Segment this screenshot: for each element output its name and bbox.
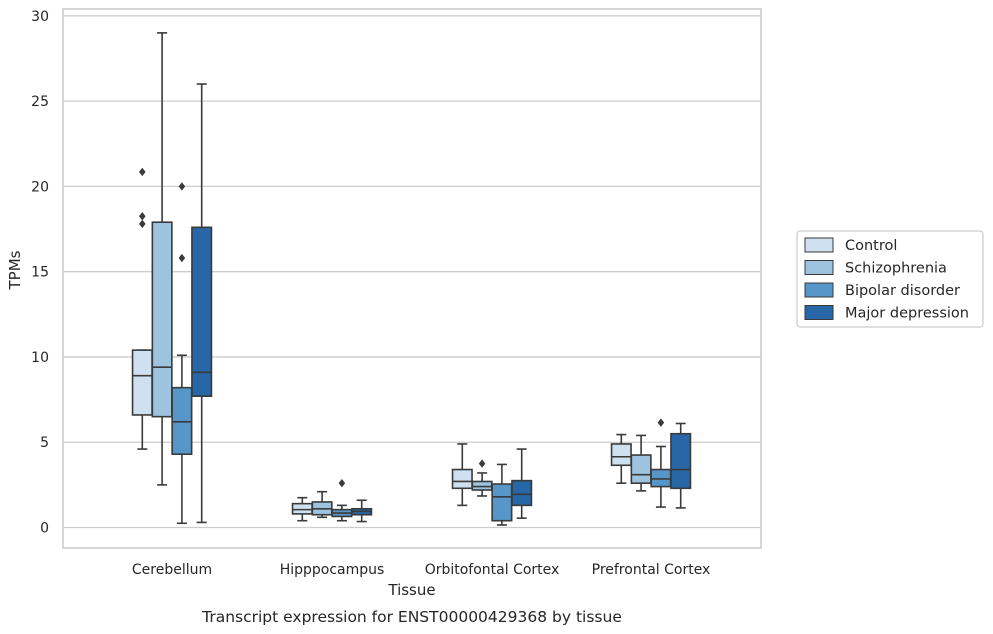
y-tick-labels: 0 5 10 15 20 25 30 bbox=[31, 9, 49, 537]
chart-caption: Transcript expression for ENST0000042936… bbox=[201, 608, 622, 626]
legend-item: Major depression bbox=[804, 305, 969, 322]
x-tick-labels: Cerebellum Hipppocampus Orbitofontal Corte… bbox=[132, 562, 710, 578]
box-element bbox=[471, 459, 493, 497]
box-body bbox=[471, 480, 493, 491]
outlier-point bbox=[478, 459, 486, 468]
box-element bbox=[610, 433, 632, 484]
box-element bbox=[151, 32, 173, 486]
legend-item: Bipolar disorder bbox=[804, 282, 960, 299]
y-tick-label: 25 bbox=[31, 94, 49, 110]
x-tick-label: Orbitofontal Cortex bbox=[425, 562, 560, 578]
legend-swatch bbox=[804, 237, 834, 253]
box-element bbox=[191, 83, 213, 524]
box-element bbox=[650, 418, 672, 508]
outlier-point bbox=[338, 478, 346, 488]
box-element bbox=[491, 463, 513, 526]
x-tick-label: Cerebellum bbox=[132, 562, 212, 578]
box-element bbox=[291, 496, 313, 522]
outlier-point bbox=[139, 167, 146, 177]
legend-label: Schizophrenia bbox=[845, 261, 947, 277]
box-body bbox=[670, 432, 692, 490]
y-tick-label: 30 bbox=[31, 9, 49, 25]
box-body bbox=[151, 221, 173, 418]
box-element bbox=[131, 349, 153, 450]
legend-swatch bbox=[804, 282, 834, 298]
box-body bbox=[131, 349, 153, 416]
legend-label: Major depression bbox=[845, 306, 969, 322]
outlier-point bbox=[178, 182, 186, 191]
legend-item: Control bbox=[804, 237, 897, 254]
box-element bbox=[630, 434, 652, 492]
outlier-point bbox=[139, 212, 146, 221]
box-body bbox=[191, 226, 213, 397]
outlier-point bbox=[178, 253, 186, 263]
box-body bbox=[630, 454, 652, 484]
plot-frame bbox=[62, 8, 762, 549]
y-tick-label: 5 bbox=[40, 435, 49, 451]
box-body bbox=[650, 468, 672, 488]
box-body bbox=[511, 479, 533, 507]
box-element bbox=[670, 422, 692, 509]
box-element bbox=[511, 448, 533, 519]
box-element bbox=[311, 490, 333, 519]
box-body bbox=[291, 502, 313, 515]
legend-swatch bbox=[804, 260, 834, 275]
box-body bbox=[491, 483, 513, 522]
y-tick-label: 0 bbox=[40, 521, 49, 537]
outlier-group bbox=[139, 167, 146, 229]
box-body bbox=[610, 443, 632, 467]
y-axis-label: TPMs bbox=[6, 250, 24, 290]
box-element bbox=[351, 499, 373, 523]
y-tick-label: 15 bbox=[31, 265, 49, 281]
legend: Control Schizophrenia Bipolar disorder Majo… bbox=[796, 230, 984, 328]
legend-swatch bbox=[804, 305, 834, 320]
outlier-point bbox=[139, 219, 146, 229]
box-element bbox=[171, 182, 193, 525]
y-tick-label: 20 bbox=[31, 179, 49, 195]
box-body bbox=[171, 386, 193, 455]
x-axis-label: Tissue bbox=[387, 581, 435, 599]
boxes-layer bbox=[131, 32, 692, 526]
x-tick-label: Hipppocampus bbox=[280, 562, 385, 578]
legend-frame bbox=[796, 230, 984, 328]
y-tick-label: 10 bbox=[31, 350, 49, 366]
box-element bbox=[451, 443, 473, 507]
box-element bbox=[331, 478, 353, 522]
x-tick-label: Prefrontal Cortex bbox=[592, 562, 711, 578]
outlier-point bbox=[657, 418, 665, 427]
legend-label: Bipolar disorder bbox=[845, 283, 960, 299]
legend-label: Control bbox=[845, 238, 897, 254]
box-body bbox=[451, 468, 473, 490]
legend-item: Schizophrenia bbox=[804, 260, 947, 277]
legend-items: Control Schizophrenia Bipolar disorder Majo… bbox=[804, 237, 969, 322]
